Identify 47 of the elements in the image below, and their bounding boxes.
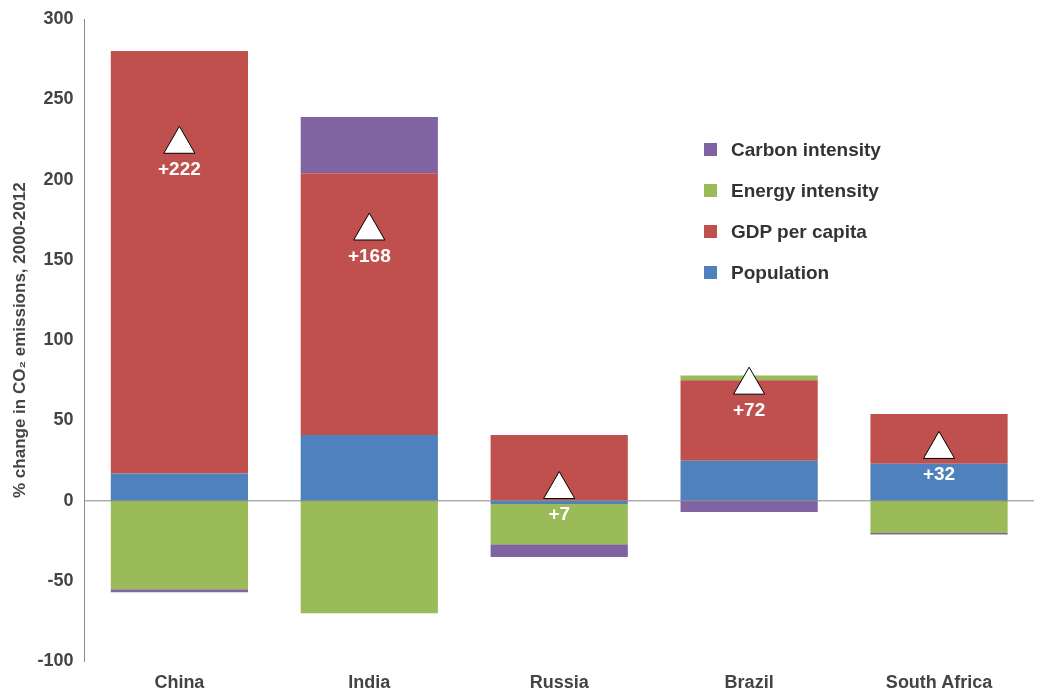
- bar: [870, 500, 1008, 533]
- legend-label: GDP per capita: [731, 220, 867, 243]
- x-tick-label: India: [348, 672, 392, 693]
- bar: [870, 414, 1008, 464]
- data-label: +7: [548, 503, 571, 525]
- y-tick-label: 100: [43, 329, 74, 350]
- bar: [110, 589, 248, 593]
- data-label: +72: [733, 398, 766, 420]
- legend-label: Population: [731, 261, 830, 284]
- bar: [680, 500, 818, 513]
- bar: [680, 460, 818, 501]
- point: [163, 125, 196, 154]
- bar: [490, 544, 628, 558]
- bar: [300, 500, 438, 614]
- legend-label: Energy intensity: [731, 179, 879, 202]
- point: [733, 366, 766, 395]
- legend-label: Carbon intensity: [731, 138, 881, 161]
- data-label: +222: [157, 158, 201, 179]
- y-tick-label: 200: [43, 168, 74, 189]
- point: [922, 430, 956, 459]
- data-label: +168: [347, 244, 391, 266]
- bar: [110, 51, 248, 474]
- bar: [300, 434, 438, 501]
- y-tick-label: 50: [53, 409, 74, 430]
- bar: [490, 504, 628, 545]
- y-tick-label: -100: [37, 650, 74, 671]
- y-tick-label: 250: [43, 88, 74, 109]
- bar: [300, 173, 438, 435]
- x-tick-label: China: [154, 672, 206, 693]
- y-tick-label: -50: [47, 570, 74, 591]
- y-tick-label: 150: [43, 248, 74, 269]
- point: [353, 212, 386, 241]
- y-axis-title: % change in CO₂ emissions, 2000-2012: [9, 182, 29, 498]
- bar: [300, 116, 438, 174]
- bar: [490, 500, 628, 505]
- x-tick-label: Russia: [529, 672, 590, 693]
- bar: [680, 380, 818, 461]
- data-label: +32: [922, 463, 956, 485]
- y-tick-label: 0: [63, 489, 74, 510]
- y-tick-label: 300: [43, 7, 74, 28]
- bar: [110, 473, 248, 501]
- x-tick-label: Brazil: [724, 672, 774, 693]
- bar: [490, 434, 628, 501]
- bar: [870, 463, 1008, 501]
- x-tick-label: South Africa: [885, 672, 994, 693]
- bar: [110, 500, 248, 590]
- point: [543, 471, 576, 500]
